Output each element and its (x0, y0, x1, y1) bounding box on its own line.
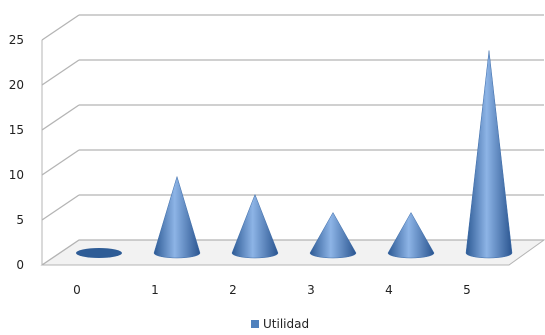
x-tick-label: 5 (463, 283, 471, 297)
cone-3 (309, 211, 357, 259)
x-tick-label: 1 (151, 283, 159, 297)
y-tick-label: 5 (16, 213, 24, 227)
cone-body (153, 175, 201, 259)
grid-depth-line (41, 59, 80, 86)
x-tick-label: 0 (73, 283, 81, 297)
x-tick-label: 3 (307, 283, 315, 297)
cone-base (76, 248, 122, 258)
cone-2 (231, 193, 279, 259)
legend-swatch-utilidad (251, 320, 259, 328)
y-tick-label: 25 (9, 33, 24, 47)
y-tick-label: 0 (16, 258, 24, 272)
y-tick-label: 10 (9, 168, 24, 182)
cone-body (231, 193, 279, 259)
legend: Utilidad (251, 317, 309, 331)
grid-depth-line (41, 14, 80, 41)
x-tick-label: 4 (385, 283, 393, 297)
grid-depth-line (41, 104, 80, 131)
cone-4 (387, 211, 435, 259)
legend-label-utilidad: Utilidad (263, 317, 310, 331)
cone-body (465, 50, 513, 259)
cone-1 (153, 175, 201, 259)
grid-depth-line (41, 239, 80, 266)
y-tick-label: 15 (9, 123, 24, 137)
grid-depth-line (41, 194, 80, 221)
cone-body (387, 211, 435, 259)
x-tick-label: 2 (229, 283, 237, 297)
cone-0 (76, 248, 122, 258)
cone-5 (465, 50, 513, 259)
grid-depth-line (41, 149, 80, 176)
y-tick-label: 20 (9, 78, 24, 92)
cone-body (309, 211, 357, 259)
